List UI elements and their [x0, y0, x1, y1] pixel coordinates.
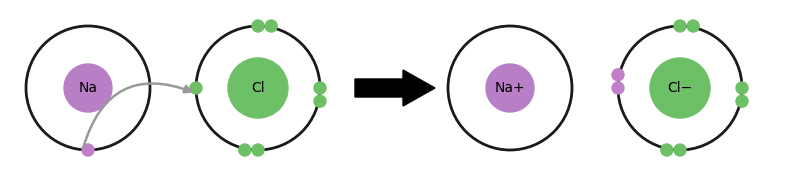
Circle shape	[314, 95, 326, 107]
Circle shape	[661, 144, 673, 156]
Circle shape	[486, 64, 534, 112]
Circle shape	[674, 144, 686, 156]
Text: Cl−: Cl−	[667, 81, 693, 95]
Circle shape	[612, 82, 624, 94]
Text: Na: Na	[78, 81, 98, 95]
FancyArrowPatch shape	[83, 83, 191, 147]
Circle shape	[736, 82, 748, 94]
Circle shape	[190, 82, 202, 94]
Circle shape	[612, 69, 624, 81]
Text: Na+: Na+	[494, 81, 526, 95]
Circle shape	[687, 20, 699, 32]
Text: Cl: Cl	[251, 81, 265, 95]
Circle shape	[266, 20, 277, 32]
Circle shape	[82, 144, 94, 156]
Polygon shape	[355, 70, 435, 106]
Circle shape	[674, 20, 686, 32]
Circle shape	[228, 58, 288, 118]
Circle shape	[650, 58, 710, 118]
Circle shape	[314, 82, 326, 94]
Circle shape	[252, 20, 264, 32]
Circle shape	[736, 95, 748, 107]
Circle shape	[252, 144, 264, 156]
Circle shape	[64, 64, 112, 112]
Circle shape	[239, 144, 251, 156]
